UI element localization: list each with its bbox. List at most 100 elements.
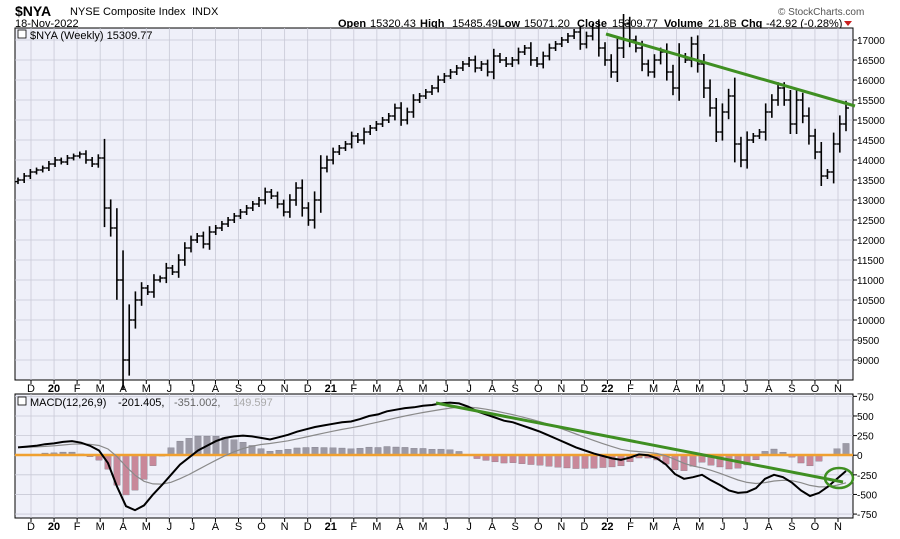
x-axis-label: A bbox=[765, 521, 773, 533]
ohlc-bar bbox=[39, 165, 46, 173]
ohlc-bar bbox=[379, 117, 386, 127]
x-axis-label: S bbox=[512, 521, 519, 533]
macd-histogram-bar bbox=[590, 455, 598, 469]
ohlc-bar bbox=[243, 205, 250, 215]
ohlc-bar bbox=[157, 275, 164, 283]
open-value: 15320.43 bbox=[370, 18, 416, 30]
x-axis-label: J bbox=[720, 521, 726, 533]
ohlc-bar bbox=[336, 145, 343, 155]
symbol-title: $NYA bbox=[15, 3, 51, 19]
x-axis-label: 21 bbox=[325, 383, 337, 395]
ohlc-bar bbox=[132, 291, 139, 329]
ohlc-bar bbox=[694, 35, 701, 73]
ohlc-bar bbox=[367, 125, 374, 135]
macd-histogram-bar bbox=[221, 437, 229, 456]
macd-histogram-bar bbox=[563, 455, 571, 469]
ohlc-bar bbox=[416, 93, 423, 103]
ohlc-bar bbox=[268, 189, 275, 199]
x-axis-label: D bbox=[580, 383, 588, 395]
x-axis-label: M bbox=[418, 521, 427, 533]
ohlc-bar bbox=[719, 103, 726, 141]
macd-line bbox=[17, 401, 847, 512]
x-axis-label: J bbox=[720, 383, 726, 395]
ohlc-bar bbox=[126, 304, 133, 376]
ohlc-bar bbox=[317, 155, 324, 213]
x-axis-label: 20 bbox=[48, 383, 60, 395]
macd-histogram-bar bbox=[545, 455, 553, 467]
x-axis-label: F bbox=[74, 383, 81, 395]
ohlc-bar bbox=[262, 187, 269, 205]
macd-histogram-bar bbox=[140, 455, 148, 480]
macd-histogram-bar bbox=[212, 435, 220, 456]
macd-tick-label: 250 bbox=[857, 432, 874, 443]
ohlc-bar bbox=[33, 167, 40, 175]
ohlc-bar bbox=[200, 231, 207, 249]
ohlc-bar bbox=[744, 131, 751, 169]
x-axis-label: O bbox=[811, 383, 820, 395]
macd-crossover-circle bbox=[823, 466, 855, 490]
ohlc-bar bbox=[787, 90, 794, 134]
x-axis-label: M bbox=[649, 521, 658, 533]
ohlc-bar bbox=[101, 138, 108, 228]
x-axis-label: O bbox=[534, 521, 543, 533]
macd-histogram-bar bbox=[689, 455, 697, 467]
ohlc-bar bbox=[354, 133, 361, 143]
x-axis-label: D bbox=[27, 521, 35, 533]
chg-value: -42.92 (-0.28%) bbox=[766, 18, 842, 30]
price-tick-label: 11000 bbox=[857, 276, 885, 287]
ohlc-bar bbox=[503, 57, 510, 67]
x-axis-label: N bbox=[281, 521, 289, 533]
ohlc-bar bbox=[435, 75, 442, 93]
ohlc-bar bbox=[725, 88, 732, 120]
x-axis-label: J bbox=[167, 521, 173, 533]
low-label: Low bbox=[498, 18, 520, 30]
ohlc-bar bbox=[225, 217, 232, 227]
ohlc-bar bbox=[750, 133, 757, 143]
x-axis-label: M bbox=[372, 383, 381, 395]
ohlc-bar bbox=[595, 19, 602, 57]
price-tick-label: 10000 bbox=[857, 316, 885, 327]
x-axis-label: D bbox=[27, 383, 35, 395]
ohlc-bar bbox=[564, 33, 571, 43]
ohlc-bar bbox=[515, 47, 522, 65]
ohlc-bar bbox=[150, 274, 157, 298]
x-axis-label: J bbox=[466, 383, 472, 395]
price-tick-label: 9000 bbox=[857, 356, 880, 367]
macd-tick-label: 750 bbox=[857, 392, 874, 403]
macd-histogram-bar bbox=[149, 455, 157, 466]
ohlc-bar bbox=[52, 157, 59, 167]
x-axis-label: M bbox=[418, 383, 427, 395]
macd-signal-line bbox=[17, 406, 847, 488]
ohlc-bar bbox=[843, 100, 849, 132]
volume-value: 21.8B bbox=[708, 18, 737, 30]
brand-logo: © StockCharts.com bbox=[778, 7, 864, 18]
ohlc-bar bbox=[107, 199, 114, 237]
ohlc-bar bbox=[534, 57, 541, 67]
price-trendline bbox=[605, 32, 856, 108]
price-tick-label: 11500 bbox=[857, 256, 885, 267]
ohlc-bar bbox=[589, 23, 596, 41]
macd-histogram-bar bbox=[554, 455, 562, 468]
x-axis-label: F bbox=[350, 383, 357, 395]
price-tick-label: 14000 bbox=[857, 156, 885, 167]
price-tick-label: 14500 bbox=[857, 136, 885, 147]
x-axis-label: O bbox=[811, 521, 820, 533]
price-tick-label: 17000 bbox=[857, 36, 885, 47]
x-axis-label: A bbox=[120, 383, 128, 395]
ohlc-bar bbox=[571, 29, 578, 39]
x-axis-label: N bbox=[834, 383, 842, 395]
ohlc-bar bbox=[70, 153, 77, 161]
macd-histogram-bar bbox=[581, 455, 589, 469]
macd-histogram-bar bbox=[536, 455, 544, 466]
macd-tick-label: -750 bbox=[857, 510, 877, 521]
ohlc-bar bbox=[144, 285, 151, 295]
ohlc-bar bbox=[490, 48, 497, 80]
x-axis-label: 22 bbox=[601, 383, 613, 395]
x-axis-label: F bbox=[74, 521, 81, 533]
x-axis-label: S bbox=[788, 521, 795, 533]
price-tick-label: 15500 bbox=[857, 96, 885, 107]
price-tick-label: 13500 bbox=[857, 176, 885, 187]
macd-tick-label: 500 bbox=[857, 412, 874, 423]
x-axis-label: J bbox=[443, 383, 449, 395]
ohlc-bar bbox=[348, 131, 355, 149]
